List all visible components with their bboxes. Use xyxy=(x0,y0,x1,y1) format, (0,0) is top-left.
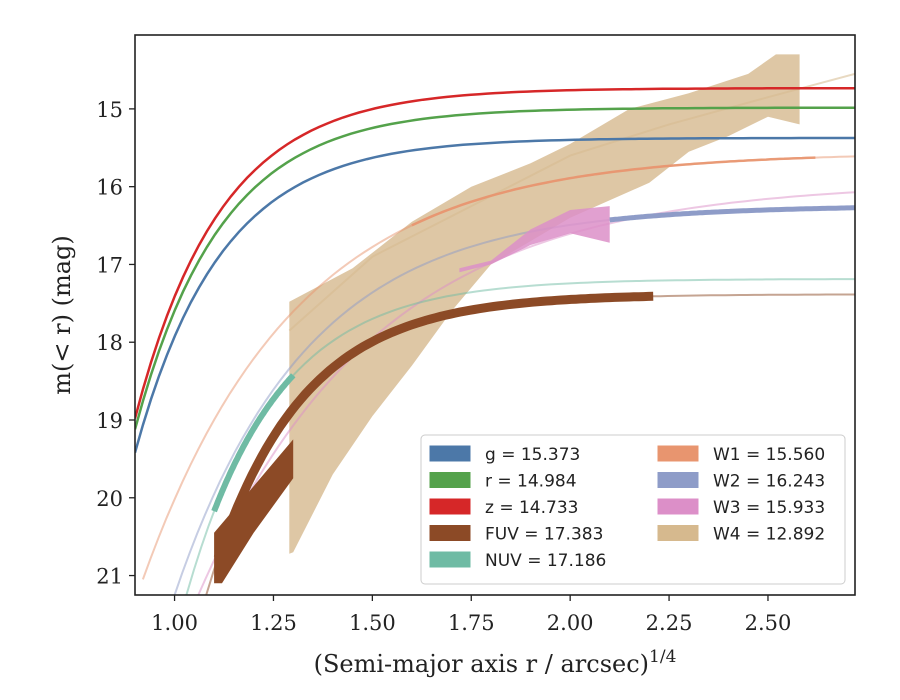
axes: 1.00 1.25 1.50 1.75 2.00 2.25 2.50 15 16 17 18 19 20… xyxy=(96,34,856,635)
legend-swatch-nuv xyxy=(429,551,471,568)
y-tick-label: 17 xyxy=(96,253,123,277)
legend-label-r: r = 14.984 xyxy=(485,472,577,492)
legend-swatch-z xyxy=(429,498,471,515)
x-tick-label: 2.50 xyxy=(745,611,792,635)
legend-label-w3: W3 = 15.933 xyxy=(713,498,825,518)
y-tick-label: 20 xyxy=(96,487,123,511)
legend: g = 15.373 r = 14.984 z = 14.733 FUV = 17.3… xyxy=(420,434,846,585)
series-nuv-extrapolation xyxy=(185,278,855,595)
legend-label-w2: W2 = 16.243 xyxy=(713,472,825,492)
y-tick-label: 15 xyxy=(96,98,123,122)
series-w2-measured xyxy=(609,205,855,223)
legend-swatch-w4 xyxy=(657,525,699,541)
series-w3-measured-band xyxy=(459,206,610,273)
y-axis-label: m(< r) (mag) xyxy=(48,235,76,394)
series-fuv-measured xyxy=(213,291,654,560)
x-tick-label: 1.00 xyxy=(151,611,198,635)
legend-swatch-w2 xyxy=(657,472,699,488)
legend-label-g: g = 15.373 xyxy=(485,445,580,465)
legend-swatch-fuv xyxy=(429,525,471,541)
legend-swatch-g xyxy=(429,445,471,462)
x-tick-label: 1.50 xyxy=(349,611,396,635)
legend-swatch-w1 xyxy=(657,445,699,462)
x-axis-label-exponent: 1/4 xyxy=(649,647,676,667)
y-tick-label: 21 xyxy=(96,565,123,589)
legend-swatch-r xyxy=(429,472,471,488)
series-w1-measured xyxy=(411,156,816,227)
series-w3-extrapolation xyxy=(197,191,855,595)
series-z-line xyxy=(135,86,855,419)
series-g-line xyxy=(135,136,855,454)
x-tick-label: 2.25 xyxy=(646,611,693,635)
legend-label-w1: W1 = 15.560 xyxy=(713,445,825,465)
x-axis-label-main: (Semi-major axis r / arcsec) xyxy=(314,650,649,678)
x-tick-label: 1.75 xyxy=(448,611,495,635)
series-fuv-error-band xyxy=(214,439,294,584)
x-tick-label: 2.00 xyxy=(547,611,594,635)
legend-swatch-w3 xyxy=(657,498,699,515)
x-axis-label: (Semi-major axis r / arcsec)1/4 xyxy=(314,647,677,678)
legend-label-nuv: NUV = 17.186 xyxy=(485,551,606,571)
y-tick-label: 16 xyxy=(96,176,123,200)
plot-clip-group xyxy=(135,54,855,595)
x-tick-label: 1.25 xyxy=(250,611,297,635)
series-r-line xyxy=(135,106,855,430)
y-tick-label: 19 xyxy=(96,409,123,433)
series-nuv-measured xyxy=(211,373,296,513)
legend-box xyxy=(420,434,846,585)
legend-label-z: z = 14.733 xyxy=(485,498,578,518)
plot-area xyxy=(135,54,855,595)
plot-frame xyxy=(134,34,856,596)
y-tick-label: 18 xyxy=(96,331,123,355)
legend-label-fuv: FUV = 17.383 xyxy=(485,525,603,545)
legend-label-w4: W4 = 12.892 xyxy=(713,525,825,545)
series-w4-band xyxy=(289,54,800,554)
